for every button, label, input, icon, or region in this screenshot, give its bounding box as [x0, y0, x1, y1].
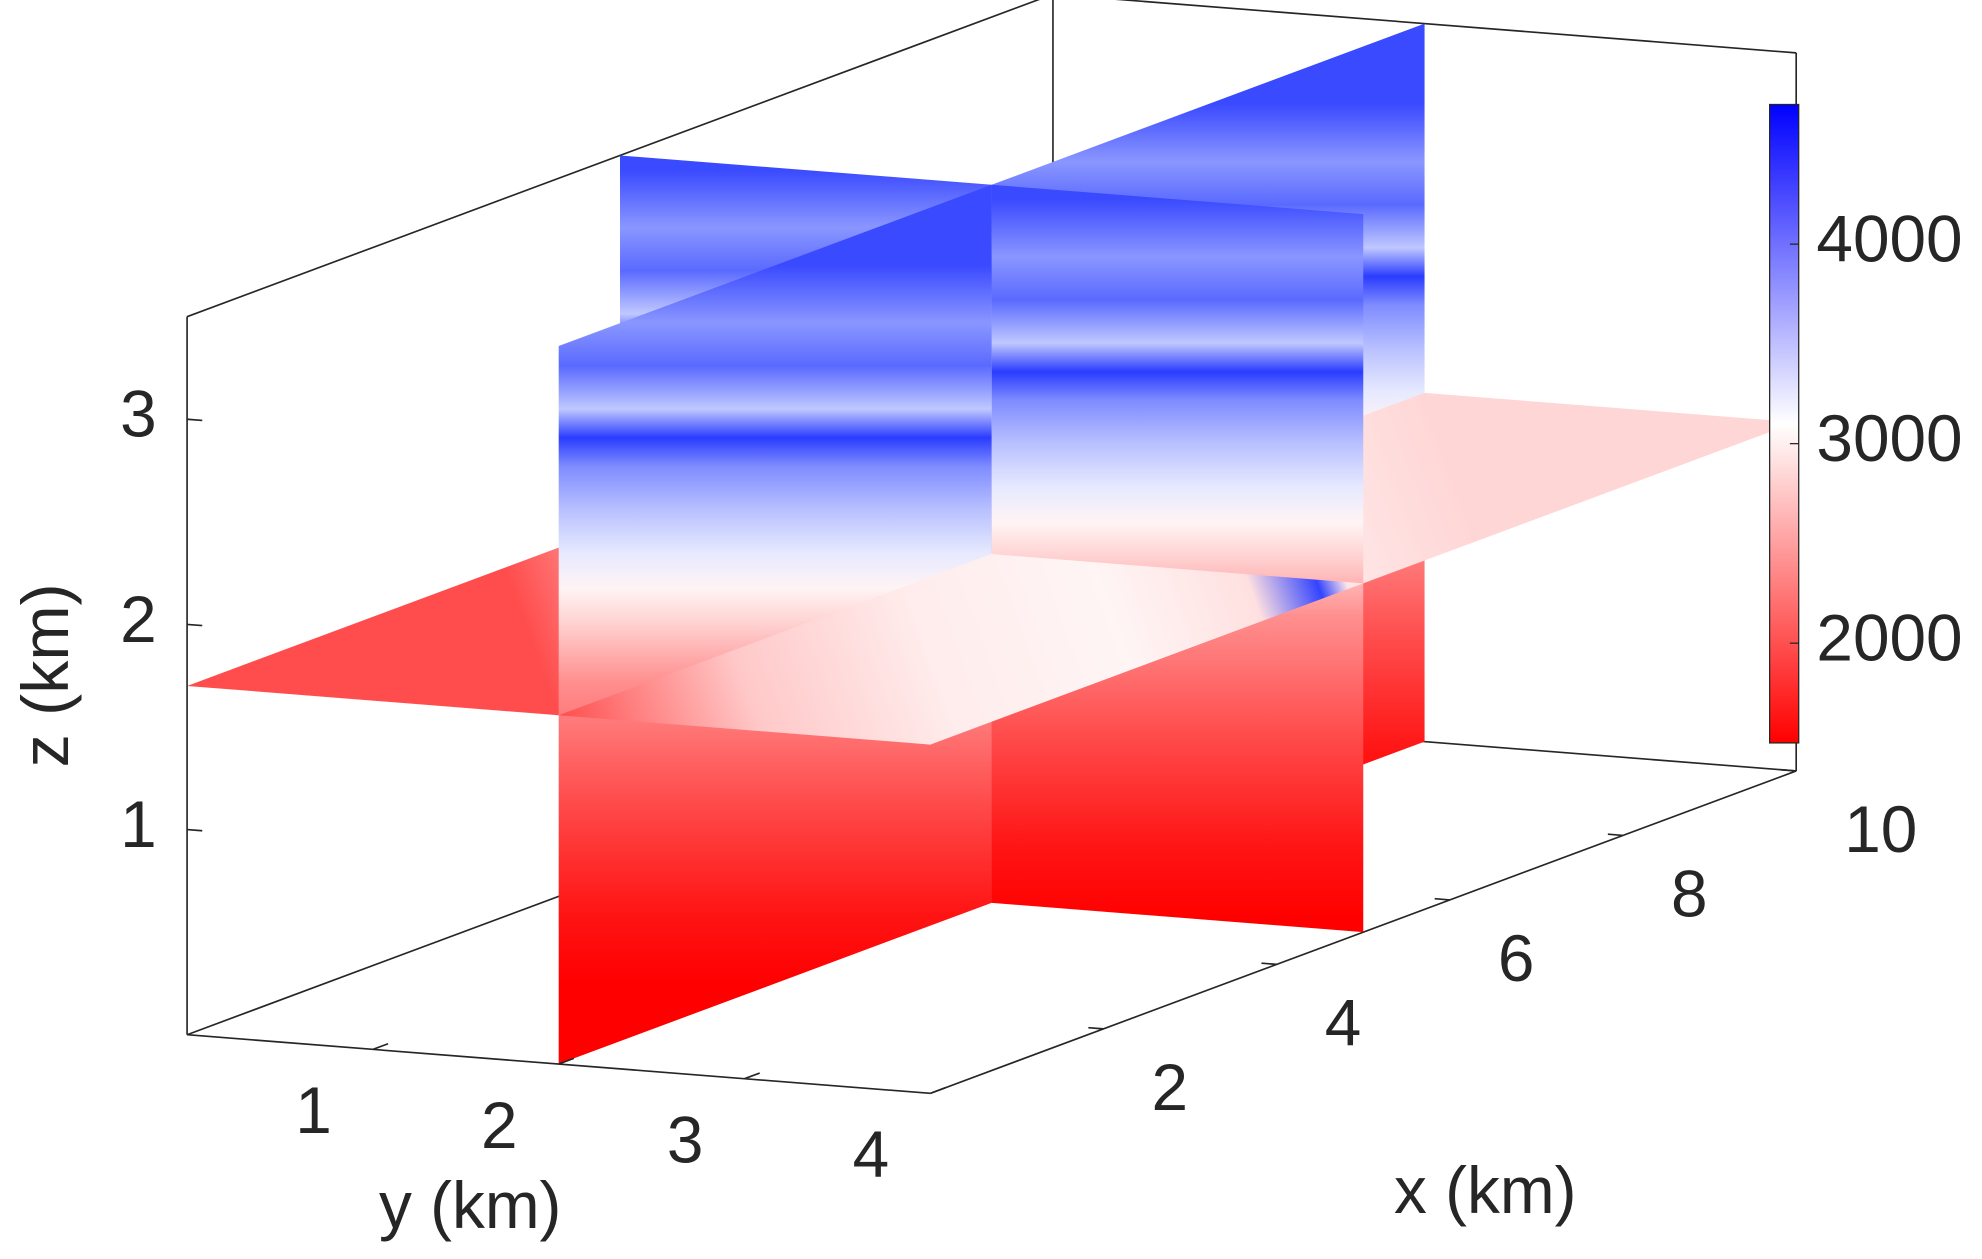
y-tick-label: 4	[853, 1117, 890, 1191]
x-axis-label: x (km)	[1394, 1153, 1576, 1227]
x-tick	[1088, 1026, 1104, 1030]
z-tick-label: 2	[120, 582, 157, 656]
colorbar-tick-label: 3000	[1816, 401, 1962, 475]
y-tick	[558, 1057, 575, 1065]
colorbar	[1769, 103, 1800, 744]
z-tick-label: 3	[120, 377, 157, 451]
y-tick-label: 3	[667, 1102, 704, 1176]
x-tick	[1261, 962, 1277, 966]
z-tick	[187, 623, 203, 627]
y-axis-label: y (km)	[379, 1168, 561, 1242]
x-tick-label: 4	[1325, 985, 1362, 1059]
y-tick	[372, 1042, 389, 1051]
x-tick-label: 2	[1152, 1050, 1189, 1124]
x-tick-label: 8	[1671, 856, 1708, 930]
x-tick	[1434, 897, 1450, 901]
y-tick	[744, 1072, 760, 1080]
x-tick	[1780, 768, 1797, 772]
x-slice	[991, 184, 1364, 584]
x-tick-label: 10	[1844, 792, 1917, 866]
y-slice	[558, 184, 992, 716]
x-tick-label: 6	[1498, 921, 1535, 995]
z-tick	[187, 418, 203, 422]
z-tick	[187, 828, 203, 832]
x-tick	[1607, 833, 1624, 837]
y-tick-label: 1	[295, 1073, 332, 1147]
colorbar-tick-label: 2000	[1816, 600, 1962, 674]
z-axis-label: z (km)	[8, 583, 82, 767]
y-tick	[930, 1086, 946, 1095]
box-edge	[187, 1033, 931, 1095]
y-tick-label: 2	[481, 1088, 518, 1162]
colorbar-tick-label: 4000	[1816, 201, 1962, 275]
z-tick-label: 1	[120, 787, 157, 861]
